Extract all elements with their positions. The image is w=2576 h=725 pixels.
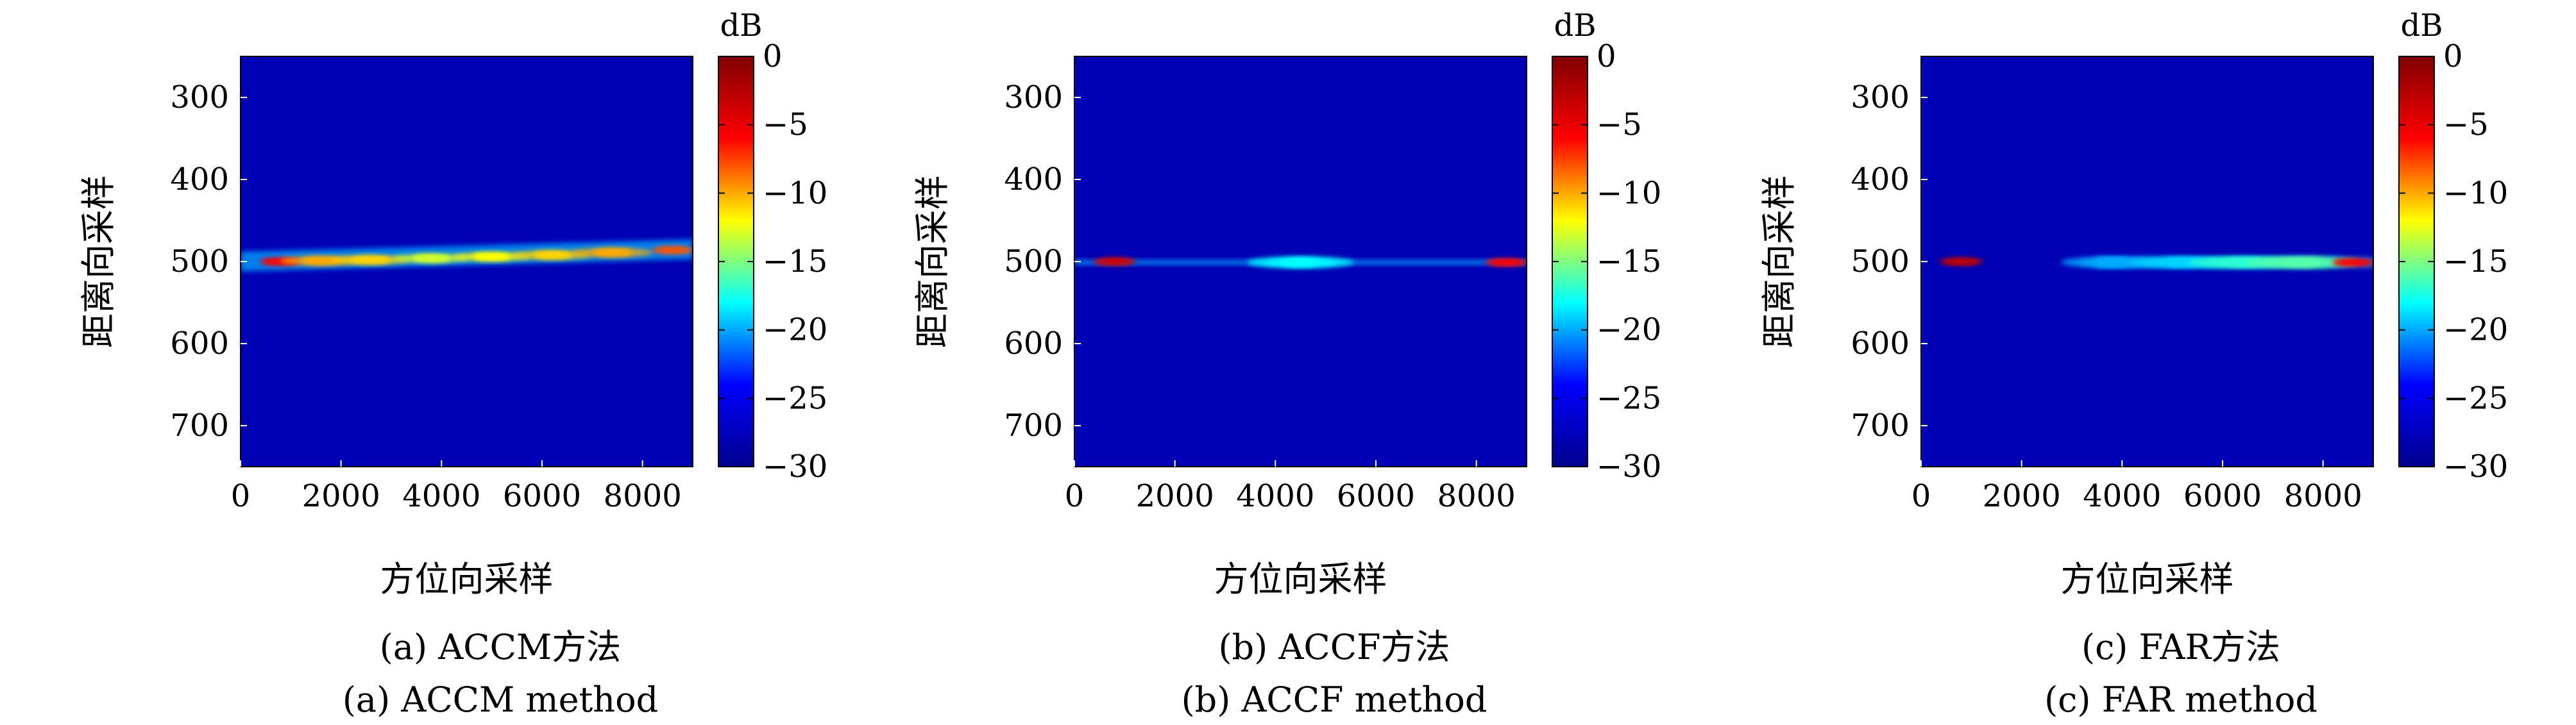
colorbar-tick-label: −30 bbox=[763, 449, 827, 485]
y-axis-label: 距离向采样 bbox=[1759, 175, 1799, 348]
heatmap-hotspot bbox=[2247, 256, 2359, 269]
heatmap-hotspot bbox=[1092, 258, 1137, 265]
x-tick-label: 6000 bbox=[2183, 478, 2262, 514]
x-tick-label: 8000 bbox=[604, 478, 682, 514]
colorbar-tick-label: 0 bbox=[2443, 38, 2463, 74]
colorbar-unit: dB bbox=[2401, 8, 2443, 44]
caption-zh: (a) ACCM方法 bbox=[380, 627, 621, 667]
colorbar-tick-label: −5 bbox=[763, 107, 808, 143]
heatmap-hotspot bbox=[1938, 258, 1985, 265]
y-tick-label: 300 bbox=[1851, 79, 1910, 115]
caption-en: (c) FAR method bbox=[2044, 679, 2318, 720]
x-tick-label: 8000 bbox=[2284, 478, 2362, 514]
y-tick-label: 700 bbox=[170, 408, 229, 444]
y-axis-label: 距离向采样 bbox=[78, 175, 119, 348]
y-tick-label: 400 bbox=[1004, 162, 1063, 197]
x-tick-label: 0 bbox=[231, 478, 251, 514]
x-tick-label: 4000 bbox=[402, 478, 480, 514]
x-axis-label: 方位向采样 bbox=[380, 559, 554, 599]
caption-zh: (b) ACCF方法 bbox=[1219, 627, 1450, 667]
colorbar-tick-label: −10 bbox=[1597, 175, 1661, 211]
heatmap-hotspot bbox=[452, 252, 531, 261]
colorbar-tick-label: −15 bbox=[1597, 244, 1661, 279]
x-tick-label: 0 bbox=[1065, 478, 1085, 514]
heatmap-hotspot bbox=[2332, 258, 2373, 267]
y-tick-label: 700 bbox=[1851, 408, 1910, 444]
x-tick-label: 0 bbox=[1911, 478, 1931, 514]
y-tick-label: 600 bbox=[170, 326, 229, 362]
x-tick-label: 8000 bbox=[1437, 478, 1516, 514]
y-tick-label: 500 bbox=[1851, 244, 1910, 279]
y-tick-label: 300 bbox=[170, 79, 229, 115]
panel-1: 0 2000 4000 6000 8000 300 400 500 600 700 方位向采样 距离向… bbox=[78, 8, 827, 720]
colorbar-tick-label: −5 bbox=[2443, 107, 2489, 143]
colorbar-tick-label: −15 bbox=[763, 244, 827, 279]
colorbar-tick-label: 0 bbox=[1597, 38, 1616, 74]
y-tick-label: 400 bbox=[1851, 162, 1910, 197]
colorbar-unit: dB bbox=[1554, 8, 1597, 44]
y-tick-label: 600 bbox=[1851, 326, 1910, 362]
y-axis-label: 距离向采样 bbox=[912, 175, 953, 348]
x-tick-label: 4000 bbox=[1236, 478, 1314, 514]
colorbar-tick-label: −20 bbox=[763, 312, 827, 348]
x-axis-label: 方位向采样 bbox=[2061, 559, 2234, 599]
colorbar-tick-label: −30 bbox=[1597, 449, 1661, 485]
x-tick-label: 6000 bbox=[503, 478, 581, 514]
y-tick-label: 600 bbox=[1004, 326, 1063, 362]
y-tick-label: 500 bbox=[170, 244, 229, 279]
y-tick-label: 300 bbox=[1004, 79, 1063, 115]
x-tick-label: 2000 bbox=[1136, 478, 1214, 514]
colorbar-tick-label: −30 bbox=[2443, 449, 2508, 485]
heatmap-hotspot bbox=[1247, 256, 1354, 269]
colorbar-tick-label: −10 bbox=[763, 175, 827, 211]
caption-en: (a) ACCM method bbox=[343, 679, 658, 720]
x-tick-label: 6000 bbox=[1337, 478, 1415, 514]
colorbar-tick-label: −5 bbox=[1597, 107, 1642, 143]
x-tick-label: 2000 bbox=[302, 478, 380, 514]
colorbar-unit: dB bbox=[720, 8, 763, 44]
caption-zh: (c) FAR方法 bbox=[2081, 627, 2280, 667]
panel-3: 0 2000 4000 6000 8000 300 400 500 600 700 方位向采样 距离向… bbox=[1759, 8, 2508, 720]
heatmap-hotspot bbox=[393, 254, 470, 263]
y-tick-label: 700 bbox=[1004, 408, 1063, 444]
x-tick-label: 4000 bbox=[2083, 478, 2161, 514]
colorbar-tick-label: −15 bbox=[2443, 244, 2508, 279]
y-tick-label: 400 bbox=[170, 162, 229, 197]
colorbar-tick-label: −10 bbox=[2443, 175, 2508, 211]
x-tick-label: 2000 bbox=[1983, 478, 2061, 514]
colorbar-tick-label: −25 bbox=[1597, 380, 1661, 416]
colorbar-tick-label: −20 bbox=[2443, 312, 2508, 348]
heatmap-hotspot bbox=[571, 248, 654, 257]
caption-en: (b) ACCF method bbox=[1182, 679, 1487, 720]
colorbar-tick-label: −25 bbox=[763, 380, 827, 416]
colorbar-tick-label: −20 bbox=[1597, 312, 1661, 348]
colorbar-tick-label: −25 bbox=[2443, 380, 2508, 416]
x-axis-label: 方位向采样 bbox=[1214, 559, 1387, 599]
panel-2: 0 2000 4000 6000 8000 300 400 500 600 700 方位向采样 距离向… bbox=[912, 8, 1661, 720]
y-tick-label: 500 bbox=[1004, 244, 1063, 279]
heatmap-hotspot bbox=[652, 246, 693, 254]
colorbar-tick-label: 0 bbox=[763, 38, 783, 74]
heatmap-hotspot bbox=[1485, 258, 1527, 267]
heatmap-hotspot bbox=[331, 255, 412, 265]
